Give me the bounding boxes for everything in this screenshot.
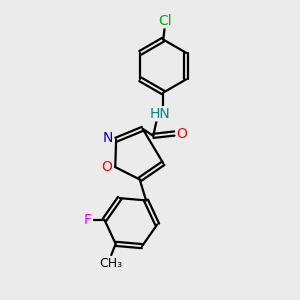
Text: N: N [103,130,113,145]
Text: HN: HN [149,107,170,121]
Text: O: O [176,127,187,140]
Text: F: F [84,213,92,227]
Text: Cl: Cl [158,14,172,28]
Text: CH₃: CH₃ [100,257,123,270]
Text: O: O [102,160,112,174]
